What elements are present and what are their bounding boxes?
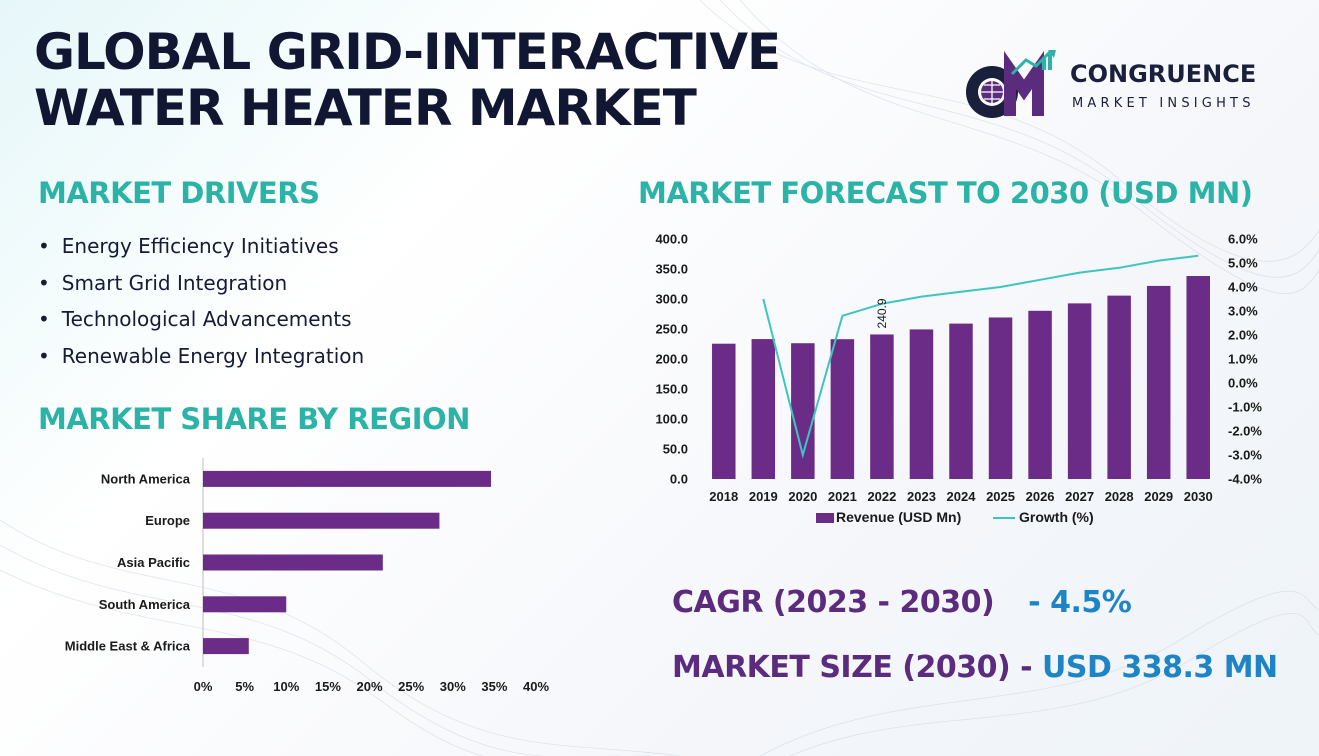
market-size-stat: MARKET SIZE (2030) - USD 338.3 MN	[672, 650, 1278, 685]
region-x-tick: 40%	[523, 679, 549, 694]
forecast-y-right-tick: 4.0%	[1228, 280, 1258, 295]
driver-item: Smart Grid Integration	[38, 269, 364, 306]
cagr-label: CAGR (2023 - 2030)	[672, 585, 995, 620]
driver-item: Renewable Energy Integration	[38, 342, 364, 379]
driver-item: Energy Efficiency Initiatives	[38, 232, 364, 269]
forecast-y-right-tick: -2.0%	[1228, 424, 1262, 439]
revenue-bar	[1107, 295, 1131, 479]
forecast-y-left-tick: 300.0	[655, 292, 688, 307]
region-bar	[203, 554, 383, 571]
forecast-x-tick: 2029	[1144, 489, 1173, 504]
region-bar	[203, 596, 287, 613]
cagr-value: - 4.5%	[1028, 585, 1132, 620]
growth-line	[762, 254, 1199, 459]
region-x-tick: 10%	[273, 679, 299, 694]
forecast-y-right-tick: -1.0%	[1228, 400, 1262, 415]
legend-growth-label: Growth (%)	[1019, 509, 1094, 525]
forecast-x-tick: 2020	[788, 489, 817, 504]
forecast-y-right-tick: -4.0%	[1228, 472, 1262, 487]
region-x-tick: 20%	[356, 679, 382, 694]
forecast-y-left-tick: 400.0	[655, 232, 688, 247]
forecast-x-tick: 2024	[947, 489, 977, 504]
legend-revenue-label: Revenue (USD Mn)	[836, 509, 961, 525]
revenue-bar	[1146, 285, 1171, 479]
forecast-chart-title: MARKET FORECAST TO 2030 (USD MN)	[638, 176, 1253, 210]
forecast-x-tick: 2021	[828, 489, 857, 504]
region-category-label: Europe	[145, 513, 190, 528]
revenue-bar	[1028, 310, 1052, 479]
forecast-y-right-tick: 3.0%	[1228, 304, 1258, 319]
logo: CONGRUENCE MARKET INSIGHTS	[962, 50, 1292, 126]
forecast-x-tick: 2018	[709, 489, 738, 504]
forecast-y-right-tick: 6.0%	[1228, 232, 1258, 247]
logo-mark-icon	[966, 50, 1056, 118]
forecast-x-tick: 2027	[1065, 489, 1094, 504]
forecast-y-left-tick: 150.0	[655, 382, 688, 397]
forecast-y-left-tick: 250.0	[655, 322, 688, 337]
forecast-y-right-tick: -3.0%	[1228, 448, 1262, 463]
legend-revenue-swatch	[816, 513, 834, 523]
revenue-data-label: 240.9	[875, 298, 889, 328]
forecast-x-tick: 2030	[1184, 489, 1213, 504]
region-x-tick: 5%	[235, 679, 254, 694]
forecast-x-tick: 2026	[1026, 489, 1055, 504]
revenue-bar	[751, 339, 776, 479]
forecast-y-right-tick: 2.0%	[1228, 328, 1258, 343]
region-chart-title: MARKET SHARE BY REGION	[38, 402, 470, 436]
region-bar	[203, 470, 492, 487]
region-category-label: Middle East & Africa	[65, 639, 191, 654]
region-x-tick: 0%	[194, 679, 213, 694]
forecast-x-tick: 2019	[749, 489, 778, 504]
market-forecast-chart: 0.0 50.0 100.0 150.0 200.0 250.0 300.0 350.0 400…	[655, 232, 1262, 526]
region-x-tick: 30%	[440, 679, 466, 694]
revenue-bar	[1067, 303, 1092, 479]
region-bar	[203, 638, 249, 655]
forecast-y-left-tick: 200.0	[655, 352, 688, 367]
forecast-x-tick: 2022	[867, 489, 896, 504]
forecast-y-left-tick: 0.0	[670, 472, 688, 487]
logo-text-secondary: MARKET INSIGHTS	[1072, 96, 1255, 111]
forecast-y-right-tick: 5.0%	[1228, 256, 1258, 271]
region-category-label: South America	[99, 597, 191, 612]
market-size-value: USD 338.3 MN	[1042, 650, 1278, 685]
page-title: GLOBAL GRID-INTERACTIVE WATER HEATER MAR…	[34, 23, 781, 137]
revenue-bar	[830, 339, 855, 479]
drivers-list: Energy Efficiency Initiatives Smart Grid…	[38, 232, 364, 378]
revenue-bar	[949, 323, 973, 479]
forecast-y-left-tick: 100.0	[655, 412, 688, 427]
forecast-x-tick: 2025	[986, 489, 1015, 504]
forecast-y-left-tick: 350.0	[655, 262, 688, 277]
revenue-bar	[1186, 276, 1210, 479]
region-category-label: North America	[101, 471, 191, 486]
cagr-stat: CAGR (2023 - 2030) - 4.5%	[672, 585, 1132, 620]
region-share-chart: North America Europe Asia Pacific South Ame…	[65, 458, 549, 694]
revenue-bar	[988, 317, 1013, 479]
revenue-bar	[791, 343, 815, 479]
market-size-label: MARKET SIZE (2030) -	[672, 650, 1033, 685]
revenue-bar	[870, 334, 894, 479]
revenue-bar	[909, 329, 934, 479]
forecast-y-right-tick: 0.0%	[1228, 376, 1258, 391]
forecast-y-left-tick: 50.0	[663, 442, 688, 457]
revenue-bar	[712, 343, 736, 479]
driver-item: Technological Advancements	[38, 305, 364, 342]
logo-text-primary: CONGRUENCE	[1070, 60, 1257, 88]
forecast-y-right-tick: 1.0%	[1228, 352, 1258, 367]
forecast-x-tick: 2023	[907, 489, 936, 504]
region-category-label: Asia Pacific	[117, 555, 190, 570]
forecast-x-tick: 2028	[1105, 489, 1134, 504]
region-x-tick: 25%	[398, 679, 424, 694]
region-x-tick: 15%	[315, 679, 341, 694]
region-x-tick: 35%	[481, 679, 507, 694]
region-bar	[203, 512, 440, 529]
drivers-heading: MARKET DRIVERS	[38, 176, 320, 210]
